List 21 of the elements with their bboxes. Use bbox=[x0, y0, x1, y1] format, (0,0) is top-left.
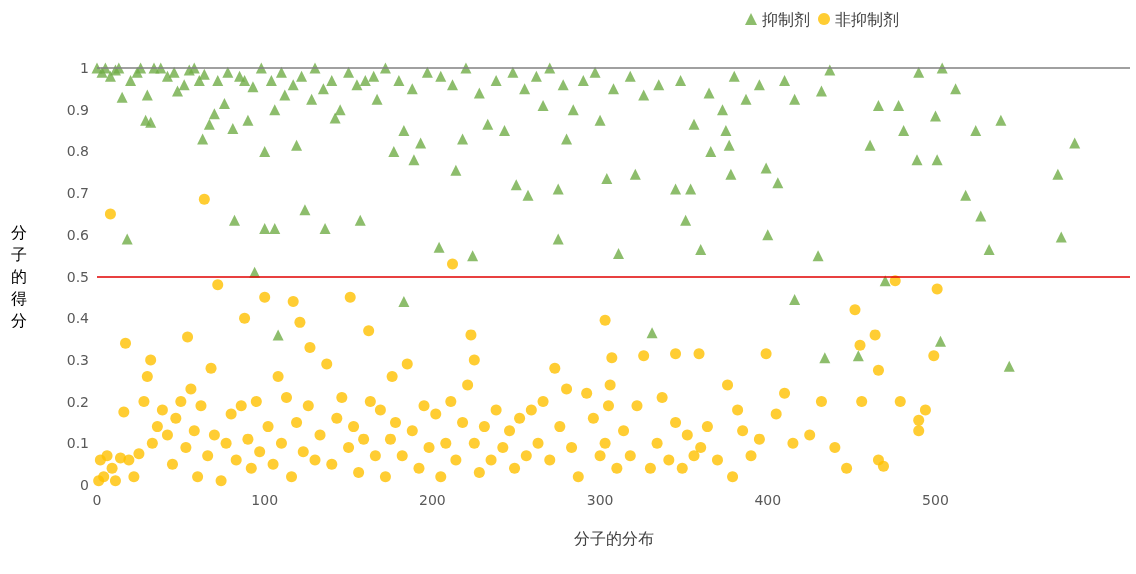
legend-label: 非抑制剂 bbox=[835, 9, 899, 29]
legend-label: 抑制剂 bbox=[762, 9, 810, 29]
y-tick-label: 0.4 bbox=[66, 310, 90, 327]
y-tick-label: 1 bbox=[80, 60, 89, 76]
y-axis-title: 分子的得分 bbox=[11, 223, 27, 330]
y-tick-label: 0.6 bbox=[66, 226, 90, 243]
y-tick-label: 0.7 bbox=[66, 185, 89, 202]
y-tick-label: 0 bbox=[80, 477, 89, 493]
x-tick-label: 400 bbox=[754, 492, 782, 508]
y-tick-label: 0.2 bbox=[66, 393, 89, 410]
x-tick-label: 0 bbox=[92, 492, 102, 508]
y-tick-label: 0.1 bbox=[66, 435, 89, 452]
x-axis-title: 分子的分布 bbox=[573, 528, 654, 548]
y-tick-label: 0.9 bbox=[66, 101, 89, 118]
x-tick-label: 500 bbox=[922, 492, 949, 508]
y-tick-label: 0.8 bbox=[66, 143, 89, 160]
x-tick-label: 100 bbox=[251, 492, 279, 508]
x-tick-label: 300 bbox=[586, 492, 614, 508]
y-tick-label: 0.3 bbox=[66, 351, 89, 368]
x-tick-label: 200 bbox=[419, 492, 446, 508]
y-tick-label: 0.5 bbox=[66, 268, 89, 285]
